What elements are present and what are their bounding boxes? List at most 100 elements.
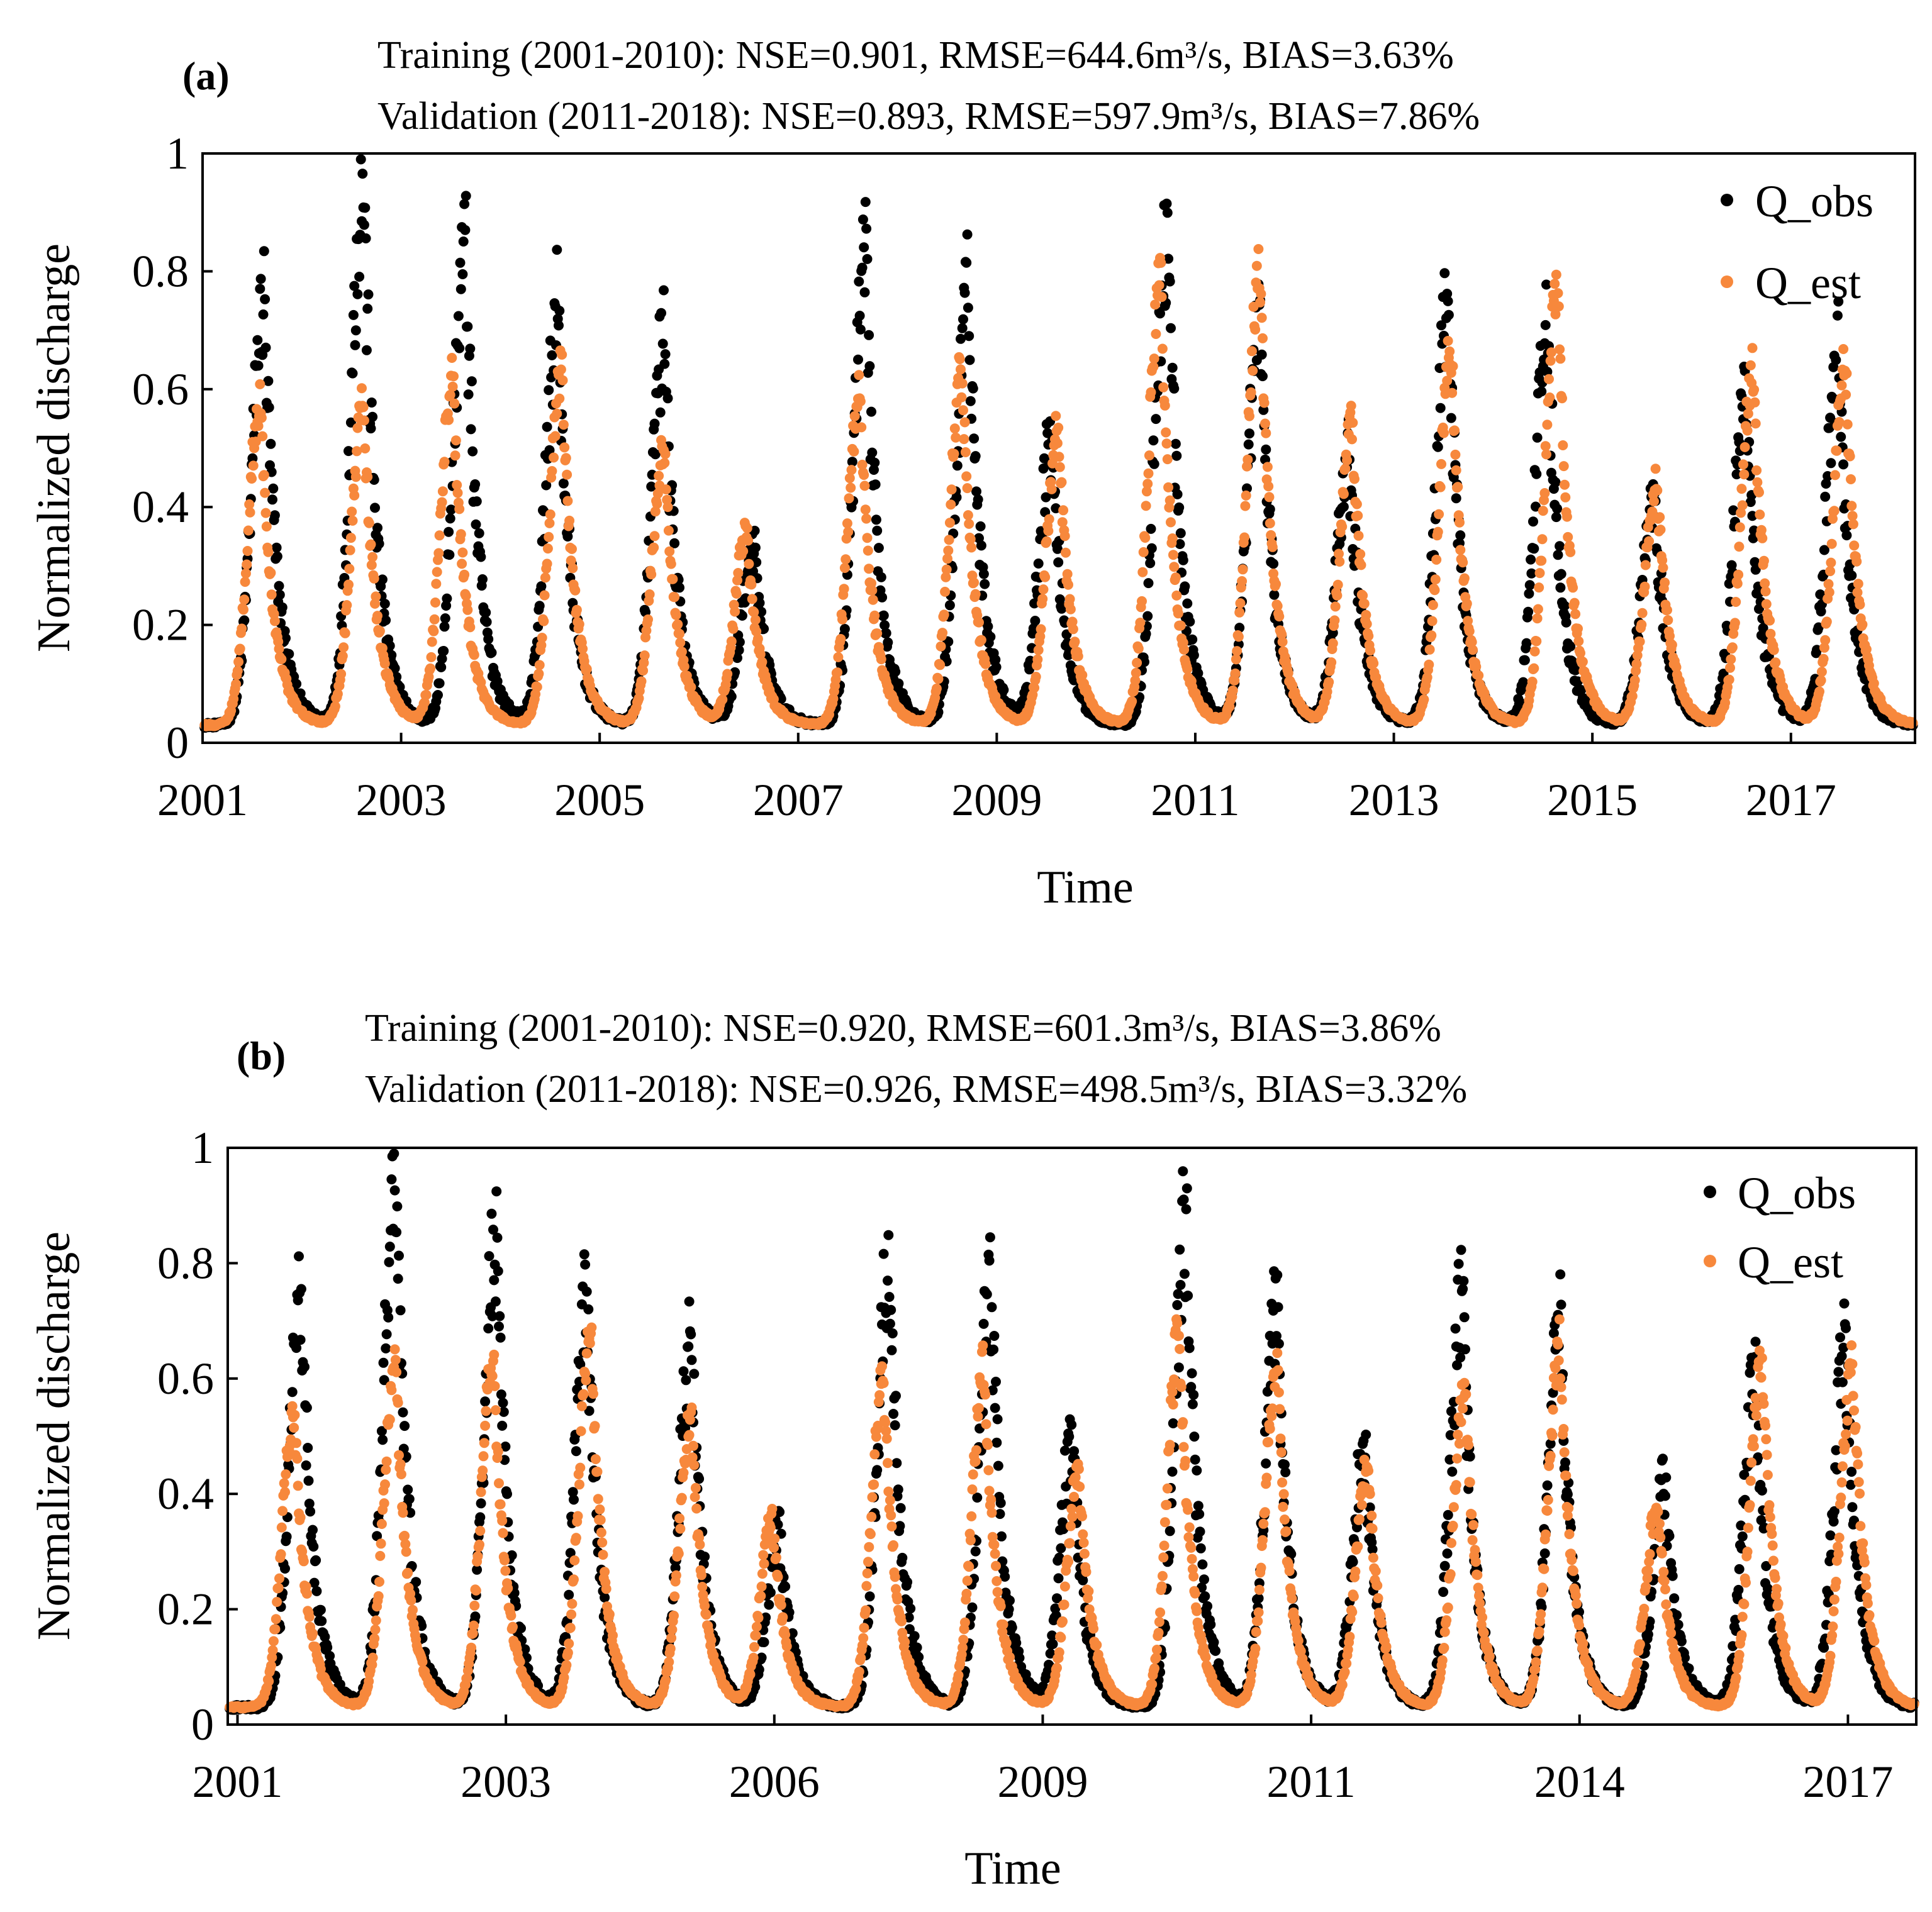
est-point [1573,636,1584,647]
obs-point [857,214,868,225]
est-point [1241,490,1251,501]
est-point [839,563,850,573]
obs-point [267,494,277,505]
est-point [1168,550,1178,560]
est-point [1830,470,1840,481]
obs-point [489,1275,500,1286]
obs-point [1823,471,1833,481]
obs-point [890,667,901,677]
est-point [1248,365,1258,376]
est-point [675,637,686,648]
obs-point [1436,320,1446,331]
est-point [757,657,768,667]
est-point [638,665,649,676]
obs-point [1528,516,1538,527]
obs-point [360,203,371,213]
est-point [1553,288,1563,299]
obs-point [395,1305,406,1316]
obs-point [1169,383,1180,394]
est-point [1424,659,1434,670]
est-point [1555,353,1566,364]
obs-point [1747,511,1758,521]
est-point [266,589,277,600]
obs-point [854,311,865,321]
obs-point [1758,623,1768,633]
est-point [744,559,754,569]
obs-point [859,242,869,253]
obs-point [354,272,365,282]
est-point [639,657,649,668]
x-axis-title: Time [1037,862,1134,913]
obs-point [287,1387,298,1398]
est-point [1263,481,1274,492]
obs-point [1821,479,1831,489]
est-point [1175,620,1186,631]
obs-point [367,411,378,422]
est-point [359,415,369,426]
obs-point [274,581,284,591]
est-point [1179,644,1190,655]
est-point [846,482,856,493]
obs-point [1162,208,1173,218]
obs-point [291,679,302,689]
est-point [345,545,355,555]
obs-point [544,445,555,455]
obs-point [389,663,400,674]
est-point [1826,538,1837,549]
est-point [1346,401,1356,411]
est-point [347,515,358,526]
obs-point [260,294,271,304]
est-point [1644,536,1655,547]
est-point [940,586,951,597]
est-point [447,381,458,392]
est-point [260,487,271,498]
x-tick-label: 2017 [1746,775,1836,825]
est-point [1432,526,1443,537]
obs-point [1531,501,1541,512]
obs-point [384,1257,394,1267]
est-point [941,572,951,582]
obs-point [659,285,669,296]
obs-point [345,417,356,428]
obs-point [536,581,547,592]
y-tick-label: 0 [166,718,189,768]
obs-point [494,1311,505,1321]
est-point [552,408,562,419]
x-tick-label: 2011 [1151,775,1239,825]
obs-point [1171,450,1182,461]
est-point [1750,418,1761,429]
est-point [636,676,647,687]
est-point [649,542,659,553]
est-point [549,452,559,463]
est-point [1757,533,1768,543]
obs-point [1174,502,1185,513]
obs-point [873,543,884,553]
est-point [542,559,552,569]
est-point [1061,547,1071,558]
est-point [1652,485,1663,496]
obs-point [455,284,466,294]
est-point [1458,557,1468,568]
est-point [669,592,680,603]
est-point [1163,482,1174,492]
est-point [943,545,954,556]
est-point [1040,572,1051,582]
est-point [1068,624,1078,635]
est-point [1353,530,1364,541]
est-point [1732,578,1743,589]
est-point [949,423,960,434]
obs-point [1149,459,1159,469]
obs-point [1451,493,1461,504]
obs-point [859,287,870,297]
est-point [1164,495,1175,506]
y-tick-label: 0.8 [132,246,189,296]
est-point [1046,477,1056,487]
obs-point [1532,432,1543,443]
est-point [961,471,972,482]
est-point [1553,301,1564,312]
est-point [261,521,272,532]
obs-point [294,1251,304,1262]
est-point [374,626,385,636]
est-point [840,554,851,565]
est-point [1159,400,1170,411]
